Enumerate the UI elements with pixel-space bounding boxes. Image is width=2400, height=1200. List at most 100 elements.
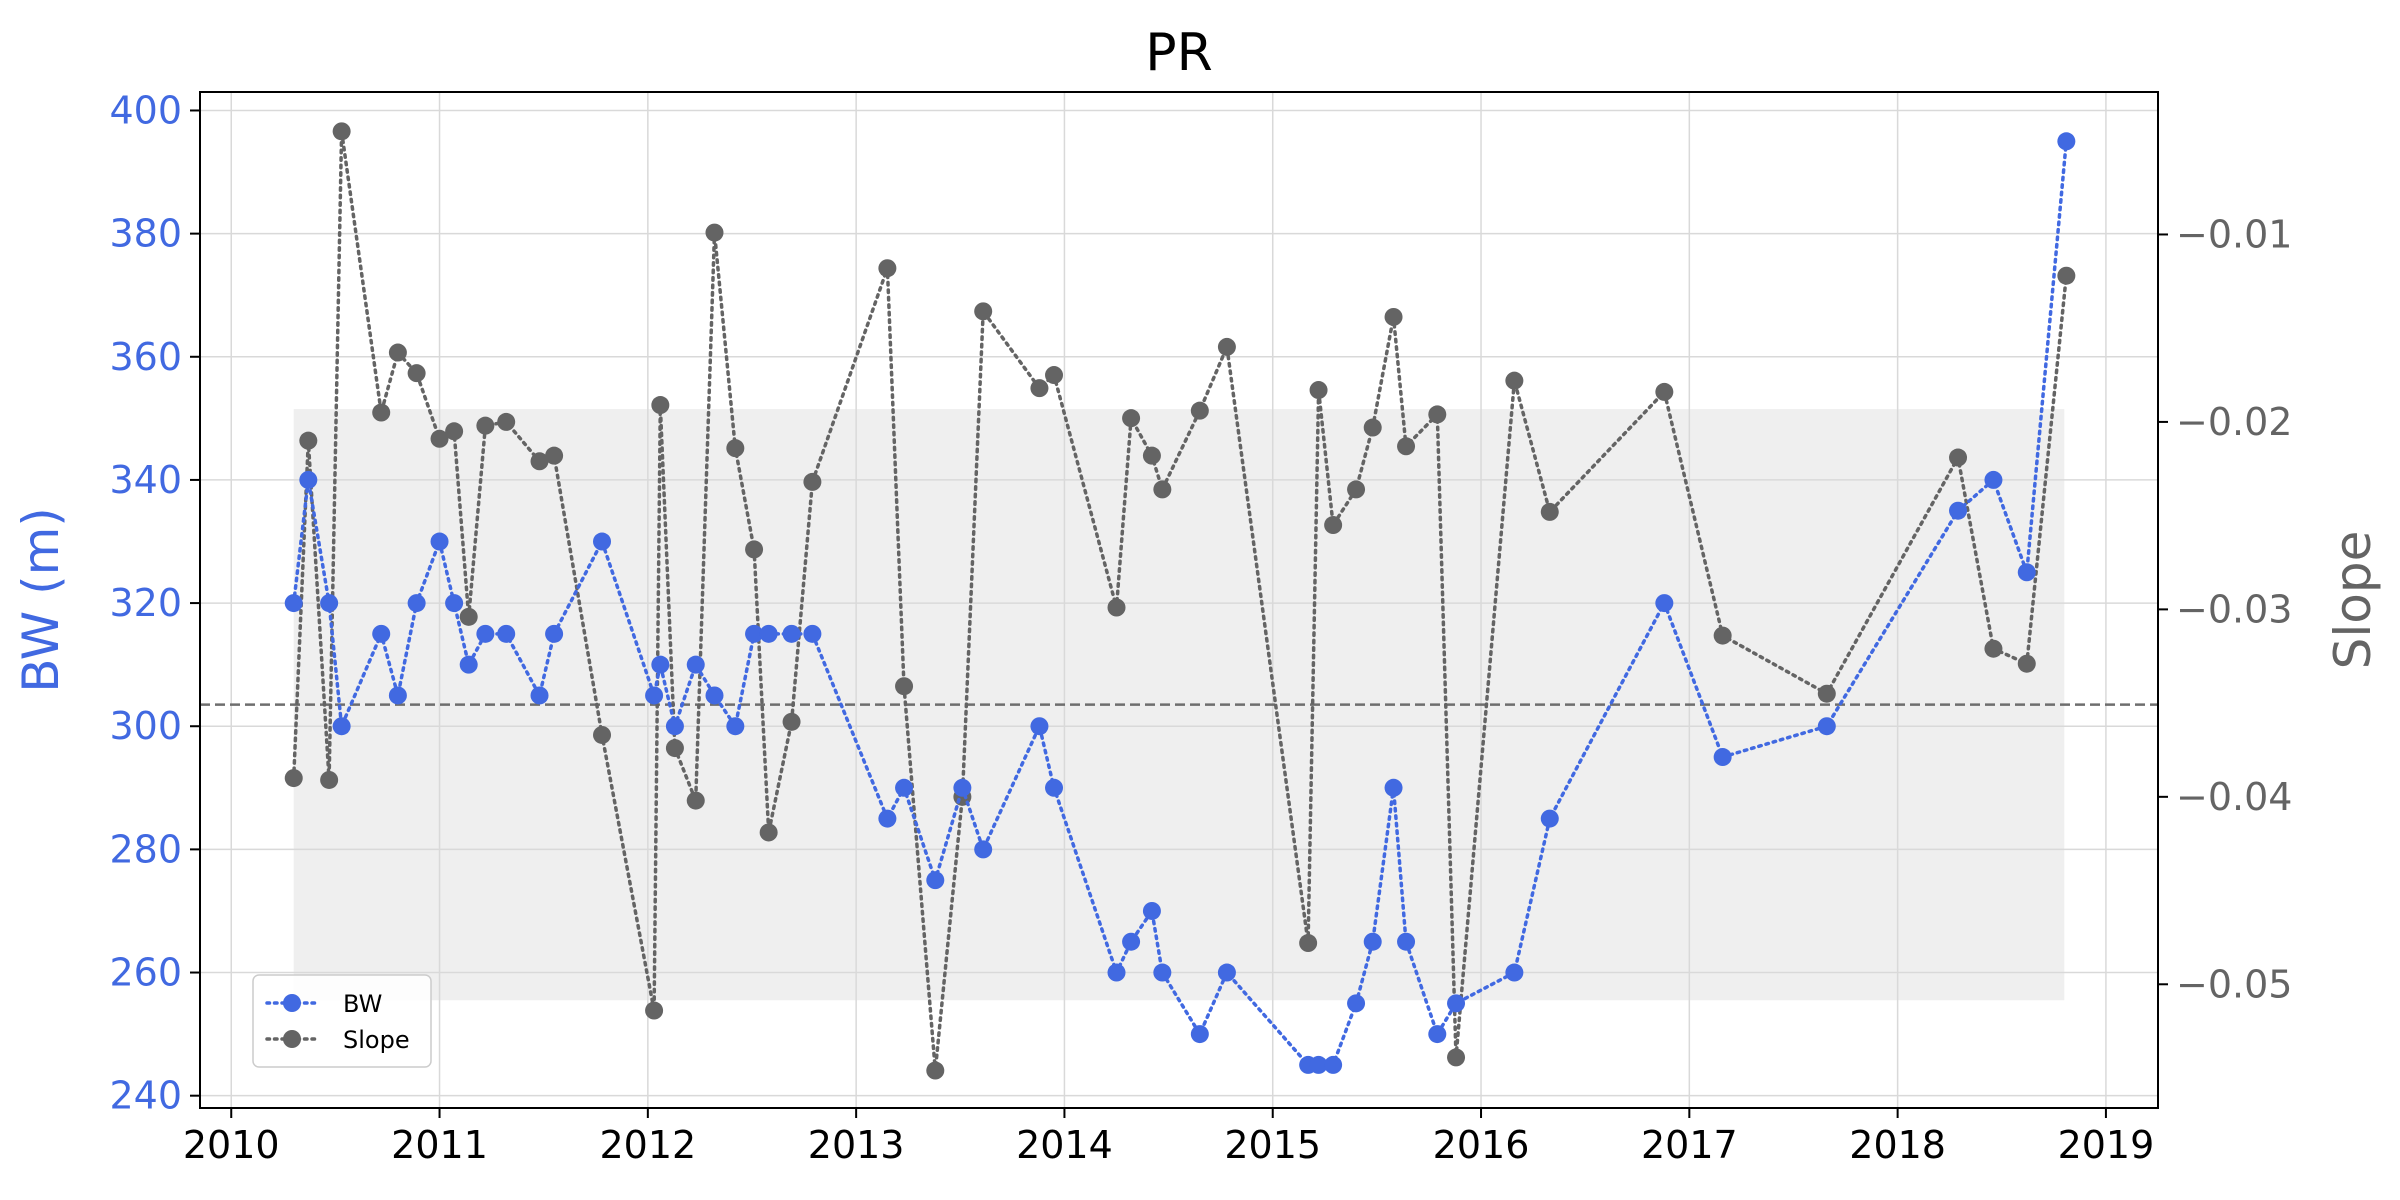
data-point-bw xyxy=(926,871,945,890)
data-point-bw xyxy=(1505,963,1524,982)
data-point-bw xyxy=(1107,963,1126,982)
data-point-slope xyxy=(726,439,745,458)
data-point-slope xyxy=(430,429,449,448)
data-point-slope xyxy=(705,223,724,242)
data-point-bw xyxy=(1655,594,1674,613)
data-point-slope xyxy=(1428,405,1447,424)
data-point-slope xyxy=(459,607,478,626)
data-point-bw xyxy=(1153,963,1172,982)
x-tick-label: 2012 xyxy=(599,1123,696,1167)
y-tick-label: 320 xyxy=(109,581,182,625)
data-point-bw xyxy=(1030,717,1049,736)
y-tick-label: 360 xyxy=(109,335,182,379)
data-point-bw xyxy=(953,778,972,797)
data-point-bw xyxy=(1363,932,1382,951)
x-tick-label: 2011 xyxy=(391,1123,488,1167)
data-point-bw xyxy=(497,624,516,643)
data-point-bw xyxy=(407,594,426,613)
y2-tick-label: −0.05 xyxy=(2176,962,2292,1006)
data-point-bw xyxy=(1122,932,1141,951)
data-point-bw xyxy=(2017,563,2036,582)
data-point-slope xyxy=(1984,639,2003,658)
data-point-slope xyxy=(759,823,778,842)
y-tick-label: 380 xyxy=(109,212,182,256)
data-point-slope xyxy=(476,416,495,435)
data-point-slope xyxy=(1447,1048,1466,1067)
data-point-bw xyxy=(332,717,351,736)
data-point-bw xyxy=(645,686,664,705)
data-point-slope xyxy=(782,712,801,731)
x-tick-label: 2019 xyxy=(2058,1123,2155,1167)
data-point-bw xyxy=(1142,901,1161,920)
data-point-bw xyxy=(530,686,549,705)
data-point-slope xyxy=(1309,381,1328,400)
data-point-slope xyxy=(332,122,351,141)
grid-layer xyxy=(200,92,2158,1108)
data-point-bw xyxy=(476,624,495,643)
data-point-bw xyxy=(1428,1025,1447,1044)
data-point-slope xyxy=(530,452,549,471)
data-point-bw xyxy=(1045,778,1064,797)
data-point-slope xyxy=(1505,371,1524,390)
legend-marker-slope xyxy=(283,1030,301,1048)
data-point-bw xyxy=(430,532,449,551)
x-tick-label: 2014 xyxy=(1016,1123,1113,1167)
data-point-slope xyxy=(2017,654,2036,673)
x-tick-label: 2010 xyxy=(183,1123,280,1167)
data-point-slope xyxy=(445,422,464,441)
data-point-bw xyxy=(974,840,993,859)
legend-marker-bw xyxy=(283,994,301,1012)
data-point-bw xyxy=(284,594,303,613)
data-point-bw xyxy=(1949,501,1968,520)
data-point-bw xyxy=(320,594,339,613)
data-point-slope xyxy=(1713,626,1732,645)
x-tick-label: 2015 xyxy=(1224,1123,1321,1167)
data-point-slope xyxy=(1217,337,1236,356)
legend: BW Slope xyxy=(252,974,432,1068)
data-point-slope xyxy=(1817,684,1836,703)
data-point-bw xyxy=(545,624,564,643)
data-point-slope xyxy=(2057,266,2076,285)
data-point-bw xyxy=(299,470,318,489)
data-point-bw xyxy=(705,686,724,705)
data-point-bw xyxy=(593,532,612,551)
data-point-slope xyxy=(803,472,822,491)
data-point-slope xyxy=(686,791,705,810)
data-point-slope xyxy=(372,403,391,422)
data-point-slope xyxy=(593,725,612,744)
plot-frame xyxy=(199,91,2159,1109)
data-point-bw xyxy=(782,624,801,643)
y2-tick-label: −0.02 xyxy=(2176,400,2292,444)
data-point-bw xyxy=(726,717,745,736)
x-tick-label: 2017 xyxy=(1641,1123,1738,1167)
series-line-slope xyxy=(291,131,2069,1071)
data-point-slope xyxy=(651,396,670,415)
y-axis-right-label: Slope xyxy=(2324,531,2382,670)
y2-tick-label: −0.03 xyxy=(2176,587,2292,631)
data-point-bw xyxy=(1984,470,2003,489)
data-point-slope xyxy=(320,770,339,789)
y-left-ticks: 240 260 280 300 320 340 360 380 400 xyxy=(109,88,200,1118)
data-point-slope xyxy=(878,259,897,278)
data-point-slope xyxy=(497,412,516,431)
data-point-slope xyxy=(1107,598,1126,617)
data-point-slope xyxy=(1142,446,1161,465)
data-point-slope xyxy=(926,1061,945,1080)
y2-tick-label: −0.01 xyxy=(2176,212,2292,256)
data-point-bw xyxy=(651,655,670,674)
data-point-bw xyxy=(445,594,464,613)
data-point-slope xyxy=(1540,502,1559,521)
data-point-slope xyxy=(1030,379,1049,398)
data-point-slope xyxy=(1190,401,1209,420)
data-point-slope xyxy=(665,739,684,758)
y-right-ticks: −0.05 −0.04 −0.03 −0.02 −0.01 xyxy=(2158,212,2292,1006)
data-point-bw xyxy=(1540,809,1559,828)
data-point-slope xyxy=(1949,448,1968,467)
data-point-slope xyxy=(1324,516,1343,535)
data-point-bw xyxy=(1447,994,1466,1013)
data-point-bw xyxy=(1347,994,1366,1013)
data-point-slope xyxy=(645,1001,664,1020)
data-point-slope xyxy=(545,446,564,465)
x-ticks: 2010 2011 2012 2013 2014 2015 2016 2017 2018 2019 xyxy=(183,1108,2154,1167)
y-tick-label: 300 xyxy=(109,704,182,748)
